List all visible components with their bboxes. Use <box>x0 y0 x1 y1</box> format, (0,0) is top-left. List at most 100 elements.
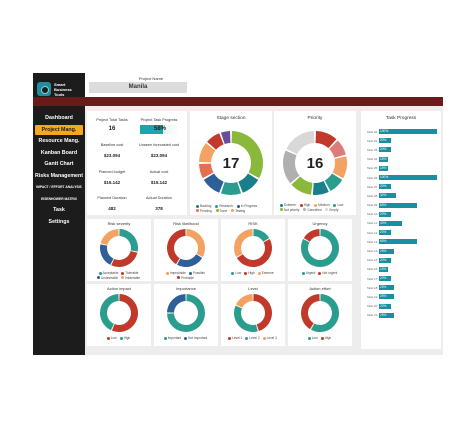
donut-segment[interactable] <box>301 229 339 267</box>
task-progress-title: Task Progress <box>385 116 417 121</box>
progress-row: Task 07 20% <box>367 182 453 191</box>
sidebar-item-eisenhower-matrix[interactable]: EISENHOWER MATRIX <box>41 196 77 201</box>
legend-item: Acceptable <box>98 271 118 275</box>
progress-bar: 20% <box>379 276 391 282</box>
donut-segment[interactable] <box>238 173 259 193</box>
legend-label: Urgent <box>305 271 316 275</box>
legend-item: Not urgent <box>318 271 337 275</box>
donut-segment[interactable] <box>234 305 258 332</box>
donut-segment[interactable] <box>111 294 138 332</box>
progress-bar: 20% <box>379 147 391 153</box>
legend-item: Intolerable <box>121 276 140 280</box>
donut-segment[interactable] <box>310 294 339 332</box>
progress-bar: 65% <box>379 202 417 208</box>
sidebar-item-task[interactable]: Task <box>53 207 65 214</box>
donut-segment[interactable] <box>199 163 214 179</box>
progress-bar: 20% <box>379 184 391 190</box>
logo-line: Smart <box>54 81 66 87</box>
progress-row-label: Task 01 <box>367 129 378 134</box>
donut-segment[interactable] <box>332 156 347 179</box>
donut-segment[interactable] <box>167 294 205 332</box>
donut-center-value: 16 <box>307 155 324 172</box>
donut-segment[interactable] <box>253 294 272 332</box>
sidebar-nav: Dashboard Project Mang. Resource Mang. K… <box>33 113 85 228</box>
progress-bar: 25% <box>379 248 394 254</box>
donut-segment[interactable] <box>220 181 242 195</box>
donut-segment[interactable] <box>235 294 253 308</box>
progress-row-label: Task 03 <box>367 147 378 152</box>
progress-row: Task 21 25% <box>367 311 453 320</box>
project-name-field[interactable]: Manila <box>89 82 187 93</box>
sidebar-item-risks-management[interactable]: Risks Management <box>35 172 83 179</box>
legend-label: Backlog <box>200 204 212 208</box>
small-chart-legend: Improbable Possible Probable <box>158 271 216 280</box>
donut-segment[interactable] <box>111 251 138 267</box>
priority-donut-chart: 16 <box>283 131 347 195</box>
legend-item: Cancelled <box>303 208 322 212</box>
progress-row: Task 04 15% <box>367 155 453 164</box>
donut-segment[interactable] <box>329 140 346 158</box>
donut-segment[interactable] <box>312 181 329 195</box>
donut-segment[interactable] <box>236 238 272 267</box>
unseen-cost-label: Unseen forecasted cost <box>139 143 179 147</box>
donut-segment[interactable] <box>283 150 300 184</box>
legend-item: High <box>320 336 332 340</box>
progress-bar-value: 100% <box>380 129 389 134</box>
donut-segment[interactable] <box>301 294 320 330</box>
donut-segment[interactable] <box>286 131 315 155</box>
sidebar-item-gantt-chart[interactable]: Gantt Chart <box>44 161 74 168</box>
legend-dot-icon <box>307 336 311 340</box>
app-logo[interactable]: Smart Business Tools <box>37 77 83 101</box>
small-chart-title: Action impact <box>106 286 131 291</box>
legend-label: Important <box>167 336 182 340</box>
legend-label: Testing <box>235 208 246 213</box>
logo-line: Tools <box>54 91 65 97</box>
donut-segment[interactable] <box>207 133 224 150</box>
stage-section-title: Stage section <box>216 116 246 121</box>
progress-bar-value: 65% <box>380 202 387 207</box>
donut-segment[interactable] <box>291 176 313 195</box>
legend-item: Extreme <box>280 203 296 207</box>
progress-bar-value: 20% <box>380 257 387 262</box>
donut-segment[interactable] <box>176 254 203 267</box>
progress-bar: 100% <box>379 129 437 135</box>
sidebar: Smart Business Tools Dashboard Project M… <box>33 73 85 355</box>
donut-segment[interactable] <box>203 173 224 193</box>
legend-label: Medium <box>318 203 330 207</box>
legend-item: Low <box>307 336 318 340</box>
progress-row: Task 10 20% <box>367 210 453 219</box>
legend-label: High <box>324 336 332 340</box>
progress-row: Task 19 25% <box>367 292 453 301</box>
sidebar-item-dashboard[interactable]: Dashboard <box>45 115 73 122</box>
legend-label: Pending <box>200 208 212 213</box>
donut-segment[interactable] <box>99 294 119 331</box>
planned-budget-value: $15.142 <box>103 180 121 185</box>
donut-segment[interactable] <box>253 229 270 242</box>
donut-segment[interactable] <box>167 294 186 313</box>
sidebar-item-kanban-board[interactable]: Kanban Board <box>40 149 78 156</box>
legend-label: Tolerable <box>125 271 139 275</box>
small-chart-legend: Low High Extreme <box>225 271 283 276</box>
donut-segment[interactable] <box>315 131 337 149</box>
legend-item: Possible <box>188 271 205 275</box>
donut-segment[interactable] <box>234 229 253 258</box>
legend-item: Not important <box>184 336 207 340</box>
progress-bar-value: 25% <box>380 312 387 317</box>
donut-segment[interactable] <box>119 229 138 252</box>
sidebar-item-resource-mang[interactable]: Resource Mang. <box>38 138 80 145</box>
donut-segment[interactable] <box>220 131 231 145</box>
small-chart-title: Risk likelihood <box>173 221 199 226</box>
legend-item: Urgent <box>301 271 316 275</box>
donut-segment[interactable] <box>231 131 263 179</box>
donut-segment[interactable] <box>186 229 205 258</box>
donut-segment[interactable] <box>100 244 114 265</box>
donut-segment[interactable] <box>303 229 320 242</box>
donut-segment[interactable] <box>167 229 186 265</box>
donut-segment[interactable] <box>324 173 343 191</box>
donut-segment[interactable] <box>199 143 216 163</box>
sidebar-item-settings[interactable]: Settings <box>48 218 70 225</box>
progress-bar-value: 20% <box>380 276 387 281</box>
sidebar-item-impact-effort[interactable]: IMPACT / EFFORT ANALYSIS <box>36 185 82 190</box>
sidebar-item-project-mang[interactable]: Project Mang. <box>35 124 83 135</box>
donut-segment[interactable] <box>100 229 119 245</box>
